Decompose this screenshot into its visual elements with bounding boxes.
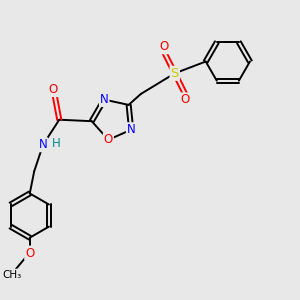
- Text: H: H: [52, 137, 61, 150]
- Text: N: N: [39, 138, 47, 151]
- Text: O: O: [49, 83, 58, 96]
- Text: O: O: [25, 247, 34, 260]
- Text: O: O: [160, 40, 169, 53]
- Text: CH₃: CH₃: [2, 269, 22, 280]
- Text: N: N: [127, 123, 136, 136]
- Text: N: N: [100, 93, 109, 106]
- Text: O: O: [104, 133, 113, 146]
- Text: S: S: [171, 67, 179, 80]
- Text: O: O: [180, 93, 190, 106]
